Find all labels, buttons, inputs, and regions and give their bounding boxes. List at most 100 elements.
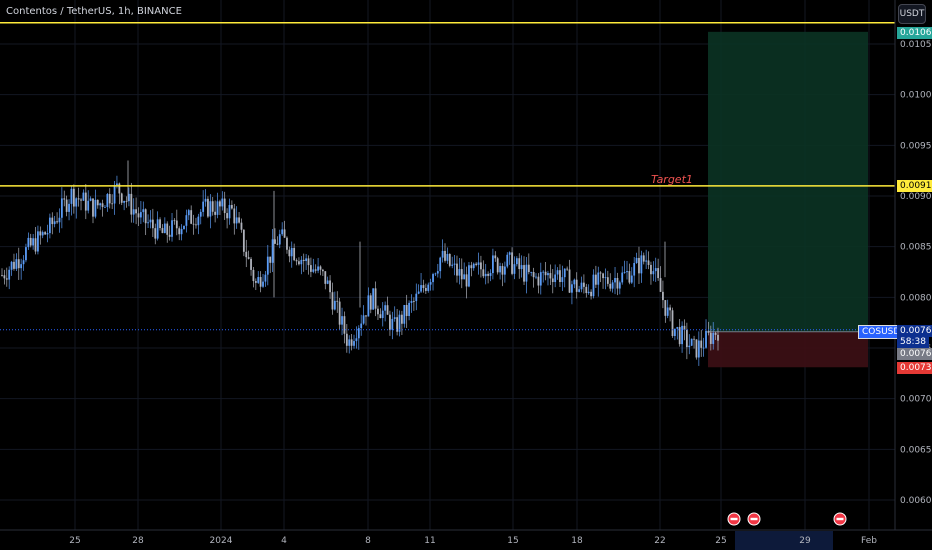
candle-body — [530, 272, 533, 273]
stop-loss-zone[interactable] — [708, 331, 868, 368]
candle-body — [276, 243, 279, 245]
candle-body — [492, 255, 494, 274]
candle-body — [37, 231, 39, 252]
candle-body — [58, 217, 61, 223]
candle-body — [638, 257, 640, 274]
candle-body — [226, 213, 228, 219]
candle-body — [221, 198, 224, 207]
candle-body — [369, 295, 372, 310]
candle-body — [480, 262, 482, 270]
candle-body — [197, 216, 200, 226]
candle-body — [482, 269, 485, 277]
candle-body — [87, 200, 90, 211]
candle-body — [532, 272, 535, 278]
candle-body — [690, 338, 693, 346]
candle-body — [578, 289, 581, 292]
candle-body — [494, 255, 497, 259]
candle-body — [204, 198, 207, 202]
candle-body — [219, 201, 221, 207]
candle-body — [410, 301, 413, 303]
candle-body — [142, 209, 145, 213]
event-flag-icon[interactable] — [747, 512, 761, 526]
candle-body — [700, 340, 703, 348]
candle-body — [70, 188, 73, 204]
candle-body — [602, 273, 604, 279]
horizontal-lines[interactable] — [0, 21, 895, 331]
candle-body — [535, 276, 537, 278]
candle-body — [568, 269, 571, 293]
candle-body — [664, 300, 667, 316]
candle-body — [80, 199, 82, 201]
target-line-label: Target1 — [651, 173, 693, 186]
candle-body — [705, 330, 707, 348]
candle-body — [39, 231, 42, 236]
candle-body — [463, 274, 466, 280]
candle-body — [269, 256, 272, 263]
candle-body — [118, 183, 121, 194]
candle-body — [508, 252, 511, 255]
candle-body — [274, 239, 276, 244]
candle-body — [379, 314, 382, 319]
candle-body — [446, 253, 449, 261]
stop-price-label: 0.00731 — [897, 362, 932, 374]
candle-body — [53, 221, 56, 225]
candle-body — [293, 247, 296, 261]
candle-body — [65, 199, 68, 212]
candle-body — [511, 252, 513, 274]
candle-body — [51, 217, 54, 225]
event-flag-icon[interactable] — [833, 512, 847, 526]
candle-body — [640, 255, 643, 274]
candle-body — [520, 265, 523, 270]
candle-body — [195, 224, 197, 226]
candle-body — [458, 269, 461, 276]
candle-body — [250, 258, 252, 270]
candle-body — [326, 280, 329, 284]
x-tick-label: 15 — [507, 536, 518, 546]
event-flag-icon — [750, 517, 758, 521]
candle-body — [396, 317, 399, 332]
x-tick-label: 22 — [654, 536, 665, 546]
candle-body — [673, 328, 676, 336]
candle-body — [432, 274, 434, 283]
candle-body — [573, 279, 576, 285]
tp-price-label: 0.01062 — [897, 27, 932, 39]
candle-body — [123, 201, 126, 203]
candle-body — [25, 247, 27, 261]
candle-body — [592, 274, 595, 297]
candle-body — [348, 339, 351, 346]
position-zones[interactable] — [708, 31, 868, 368]
entry-price-label: 0.00766 — [897, 348, 932, 360]
candle-body — [604, 277, 607, 279]
candle-body — [336, 300, 339, 302]
candle-body — [590, 291, 592, 297]
candle-body — [211, 201, 214, 212]
candle-body — [288, 249, 291, 257]
candle-body — [139, 212, 142, 218]
candle-body — [650, 264, 652, 275]
candle-body — [688, 345, 691, 348]
candle-body — [185, 215, 188, 226]
candle-body — [281, 229, 284, 235]
candle-body — [144, 209, 147, 224]
candle-body — [235, 217, 238, 224]
take-profit-zone[interactable] — [708, 31, 868, 332]
candle-body — [549, 273, 552, 279]
candle-body — [566, 268, 569, 270]
candle-body — [199, 211, 202, 217]
candle-body — [362, 315, 365, 324]
currency-button[interactable]: USDT — [898, 4, 926, 24]
candle-body — [444, 250, 446, 261]
candle-body — [671, 310, 674, 336]
candle-body — [266, 256, 269, 275]
candle-body — [159, 219, 161, 229]
candle-body — [317, 266, 319, 271]
time-range-highlight — [735, 531, 833, 550]
event-flag-icon — [730, 517, 738, 521]
candle-body — [233, 208, 236, 224]
candle-body — [290, 247, 293, 257]
candle-body — [72, 188, 75, 207]
event-flag-icon[interactable] — [727, 512, 741, 526]
